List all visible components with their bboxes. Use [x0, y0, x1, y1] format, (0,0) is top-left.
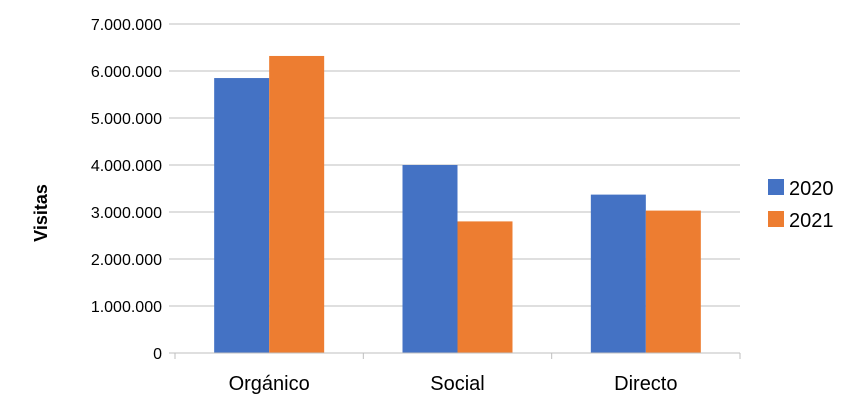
y-tick-label: 1.000.000: [91, 299, 162, 316]
bar-2021-social: [457, 221, 513, 353]
legend: 2020 2021: [768, 178, 834, 232]
bar-2021-directo: [645, 210, 701, 353]
y-tick-label: 3.000.000: [91, 205, 162, 222]
x-category-label: Social: [430, 373, 484, 395]
y-axis-title: Visitas: [31, 184, 51, 242]
y-tick-label: 2.000.000: [91, 252, 162, 269]
y-tick-label: 6.000.000: [91, 64, 162, 81]
bars: [214, 55, 701, 354]
bar-2021-orgánico: [269, 55, 325, 354]
legend-label: 2020: [789, 178, 834, 200]
x-category-label: Orgánico: [229, 373, 310, 395]
y-tick-label: 4.000.000: [91, 158, 162, 175]
bar-2020-social: [402, 165, 458, 353]
x-category-labels: Orgánico Social Directo: [229, 373, 678, 395]
legend-swatch: [768, 211, 784, 227]
axes: [169, 23, 741, 359]
bar-2020-orgánico: [214, 78, 270, 354]
bar-2020-directo: [590, 194, 646, 353]
y-tick-label: 5.000.000: [91, 111, 162, 128]
y-tick-label: 0: [153, 346, 162, 363]
legend-swatch: [768, 179, 784, 195]
y-tick-label: 7.000.000: [91, 17, 162, 34]
legend-label: 2021: [789, 210, 834, 232]
y-tick-labels: 0 1.000.000 2.000.000 3.000.000 4.000.000 5.0…: [91, 17, 162, 363]
x-category-label: Directo: [614, 373, 677, 395]
